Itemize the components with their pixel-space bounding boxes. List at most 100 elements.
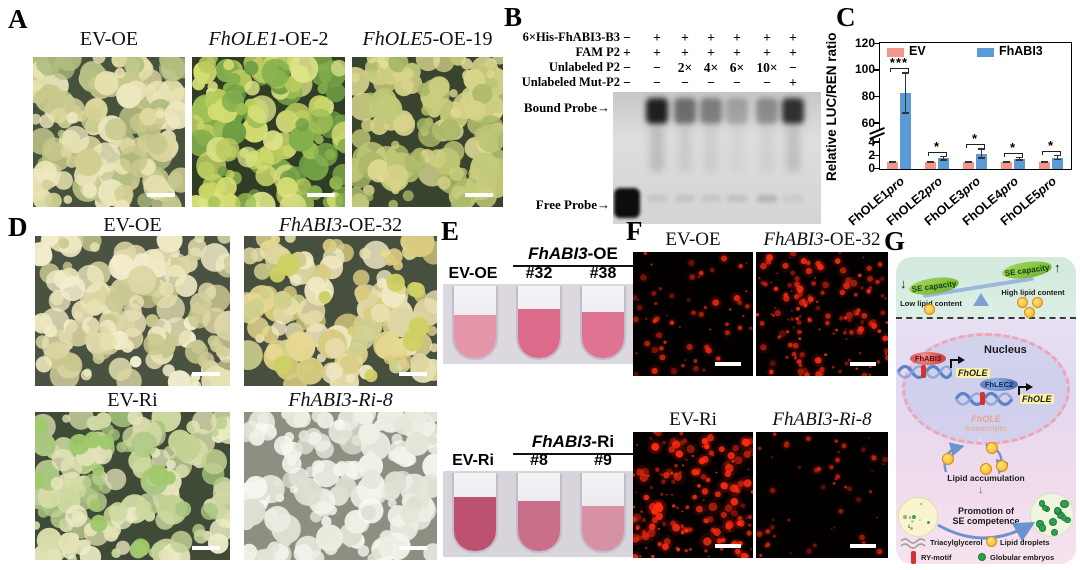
- tube-callus-fill: [454, 315, 496, 358]
- condition-symbol: +: [707, 45, 715, 60]
- significance-stars: *: [933, 138, 941, 154]
- y-tick-mark: [873, 167, 879, 170]
- bound-probe-label: Bound Probe→: [523, 100, 610, 115]
- photo-title: FhOLE1-OE-2: [192, 28, 345, 50]
- photo-title-italic: FhOLE1: [208, 28, 279, 50]
- error-cap: [1016, 156, 1023, 159]
- error-cap: [927, 161, 934, 164]
- gel-band-free: [701, 195, 721, 202]
- gel-smear: [786, 126, 800, 172]
- lipid-droplet-icon: [1024, 307, 1035, 318]
- photo-title: FhABI3-Ri-8: [756, 409, 888, 431]
- photo-title-rest: EV-OE: [665, 229, 721, 250]
- arrow-down-icon: ↓: [978, 484, 984, 496]
- lipid-droplet-icon: [986, 442, 998, 454]
- bar-FhABI3-FhOLE3: [976, 153, 987, 169]
- y-tick-mark: [873, 141, 879, 143]
- condition-symbol: −: [707, 75, 715, 90]
- panel-label-a: A: [8, 4, 28, 34]
- legend-label-ev: EV: [909, 44, 926, 58]
- gel-band-bound: [726, 98, 748, 124]
- y-tick-mark: [873, 122, 879, 124]
- bar-FhABI3-FhOLE2: [938, 158, 949, 169]
- transcripts-italic: FhOLE: [971, 414, 1001, 424]
- gel-smear: [760, 126, 774, 172]
- scale-bar: [192, 546, 220, 550]
- gel-band-free: [647, 195, 667, 202]
- condition-symbol: +: [653, 30, 661, 45]
- globular-embryo-icon: [978, 553, 986, 561]
- bar-EV-FhOLE5: [1039, 162, 1050, 169]
- y-tick-label: 80: [861, 89, 875, 103]
- photo-title: FhABI3-Ri-8: [244, 389, 437, 411]
- panel-label-g: G: [884, 226, 906, 256]
- condition-symbol: 10×: [756, 60, 778, 75]
- group-header-rest: -Ri: [591, 432, 615, 451]
- callus-high-se-icon: [1030, 493, 1074, 537]
- scale-bar: [307, 193, 335, 197]
- photo-title-rest: EV-Ri: [669, 409, 717, 430]
- callus-photo-ev-oe: [33, 57, 185, 207]
- arrow-down-icon: ↓: [900, 276, 907, 291]
- condition-symbol: +: [789, 45, 797, 60]
- condition-symbol: −: [763, 75, 771, 90]
- tube: [452, 286, 498, 360]
- gel-band-free: [783, 195, 803, 202]
- significance-bracket: [927, 151, 947, 156]
- error-cap: [1041, 161, 1048, 164]
- low-lipid-label: Low lipid content: [900, 299, 962, 308]
- tube-callus-fill: [582, 312, 624, 358]
- error-cap: [1003, 161, 1010, 164]
- significance-stars: *: [1047, 137, 1055, 153]
- error-cap: [940, 159, 947, 161]
- tube-callus-fill: [518, 501, 560, 551]
- condition-symbol: +: [707, 30, 715, 45]
- y-tick-label: 0: [868, 161, 875, 175]
- dna-helix-icon: [896, 364, 952, 380]
- tube-label-rep: #38: [589, 265, 617, 282]
- scale-bar: [399, 372, 427, 376]
- lipid-droplet-icon: [924, 304, 935, 315]
- legend-ry-motif-label: RY-motif: [921, 553, 952, 562]
- tube-callus-fill: [582, 506, 624, 551]
- photo-title: EV-OE: [35, 214, 230, 236]
- callus-photo-fhole1-oe-2: [192, 57, 345, 207]
- condition-symbol: +: [789, 75, 797, 90]
- group-header-rest: -OE: [587, 244, 618, 263]
- globular-embryo-icon: [1049, 518, 1058, 527]
- gel-smear: [650, 126, 664, 172]
- scale-bar: [465, 193, 493, 197]
- significance-bracket: [965, 144, 985, 149]
- tube-callus-fill: [518, 309, 560, 358]
- error-bar: [942, 155, 945, 160]
- bar-FhABI3-FhOLE5: [1052, 157, 1063, 169]
- error-cap: [902, 72, 909, 74]
- bar-EV-FhOLE1: [887, 162, 898, 169]
- y-tick-label: 100: [854, 62, 875, 77]
- photo-title: FhABI3-OE-32: [756, 229, 888, 251]
- condition-symbol: +: [653, 45, 661, 60]
- significance-stars: *: [1009, 139, 1017, 155]
- tube-label-rep: #8: [530, 452, 548, 469]
- speck: [919, 502, 922, 505]
- scale-bar: [850, 544, 876, 548]
- photo-title: EV-OE: [633, 229, 753, 251]
- condition-row-label: Unlabeled P2: [548, 60, 620, 74]
- photo-title-italic: FhABI3-Ri-8: [772, 409, 872, 430]
- speck: [918, 518, 921, 521]
- fhabi3-protein: FhABI3: [910, 352, 946, 365]
- bar-FhABI3-FhOLE1: [900, 93, 911, 169]
- error-cap: [978, 148, 985, 150]
- photo-title-rest: EV-Ri: [107, 389, 158, 411]
- bar-EV-FhOLE3: [963, 162, 974, 169]
- speck: [908, 516, 912, 519]
- condition-symbol: −: [653, 75, 661, 90]
- ry-motif-icon: [921, 365, 926, 378]
- group-header-oe: FhABI3-OE: [513, 244, 633, 267]
- tube: [516, 286, 562, 360]
- globular-embryo-icon: [1054, 506, 1061, 514]
- condition-symbol: +: [733, 45, 741, 60]
- transcripts-word: transcripts: [965, 424, 1007, 433]
- fluorescence-photo-ev-oe: [633, 252, 753, 376]
